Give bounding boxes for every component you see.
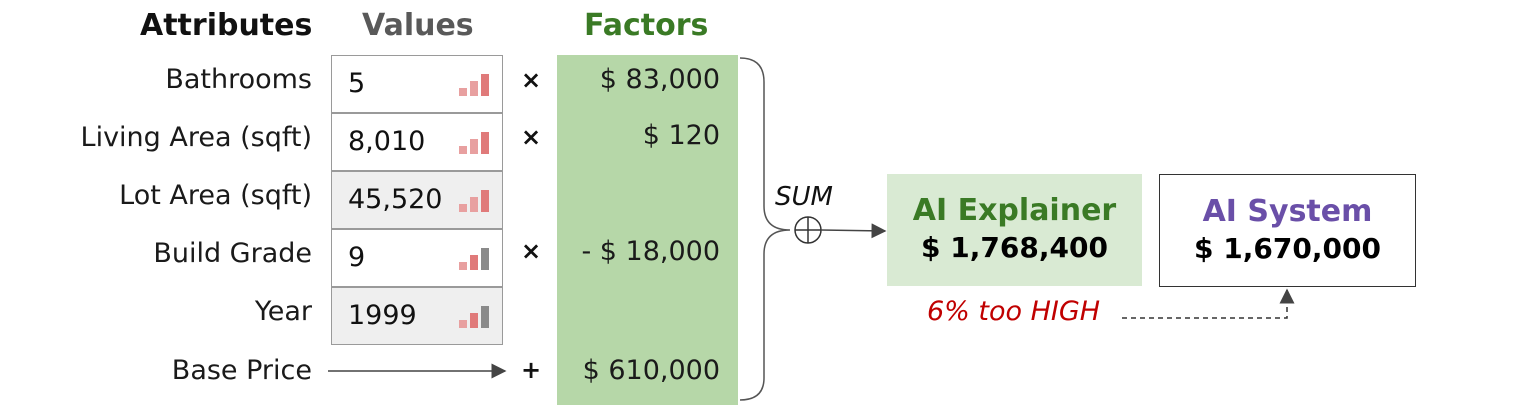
bar-chart-icon: [459, 246, 493, 270]
factors-header: Factors: [584, 8, 709, 43]
attribute-label-lot-area: Lot Area (sqft): [119, 180, 312, 211]
value-cell-build-grade: 9: [331, 229, 503, 287]
value-cell-lot-area: 45,520: [331, 171, 503, 229]
value-text: 9: [348, 242, 366, 273]
ai-system-box: AI System $ 1,670,000: [1159, 174, 1416, 287]
ai-system-title: AI System: [1202, 194, 1373, 229]
value-text: 5: [348, 68, 366, 99]
attribute-label-build-grade: Build Grade: [153, 238, 312, 269]
value-cell-year: 1999: [331, 287, 503, 345]
factor-living-area: $ 120: [642, 120, 720, 151]
value-cell-living-area: 8,010: [331, 113, 503, 171]
sum-brace: [739, 57, 791, 401]
ai-explainer-box: AI Explainer $ 1,768,400: [887, 174, 1142, 286]
bar-chart-icon: [459, 72, 493, 96]
attributes-header: Attributes: [140, 8, 313, 43]
sum-label: SUM: [775, 182, 833, 212]
attribute-label-year: Year: [254, 296, 312, 327]
multiply-operator: ×: [521, 237, 542, 265]
ai-explainer-value: $ 1,768,400: [921, 231, 1108, 264]
value-text: 8,010: [348, 126, 426, 157]
ai-system-value: $ 1,670,000: [1194, 232, 1381, 265]
value-text: 1999: [348, 300, 417, 331]
value-cell-bathrooms: 5: [331, 55, 503, 113]
multiply-operator: ×: [521, 66, 542, 94]
sum-to-explainer-arrow: [820, 223, 887, 239]
ai-explainer-title: AI Explainer: [912, 193, 1117, 228]
bar-chart-icon: [459, 188, 493, 212]
comparison-dashed-arrow: [1122, 288, 1295, 319]
values-header: Values: [362, 8, 474, 43]
factor-bathrooms: $ 83,000: [599, 64, 720, 95]
bar-chart-icon: [459, 130, 493, 154]
plus-operator: +: [521, 356, 542, 384]
bar-chart-icon: [459, 304, 493, 328]
comparison-label: 6% too HIGH: [927, 296, 1101, 327]
attribute-label-base-price: Base Price: [171, 355, 312, 386]
value-text: 45,520: [348, 184, 443, 215]
multiply-operator: ×: [521, 123, 542, 151]
sum-circle-plus-icon: [794, 216, 822, 244]
factors-column: [557, 55, 738, 405]
factor-build-grade: - $ 18,000: [581, 236, 720, 267]
attribute-label-living-area: Living Area (sqft): [80, 122, 312, 153]
attribute-label-bathrooms: Bathrooms: [165, 64, 312, 95]
factor-base-price: $ 610,000: [582, 355, 720, 386]
